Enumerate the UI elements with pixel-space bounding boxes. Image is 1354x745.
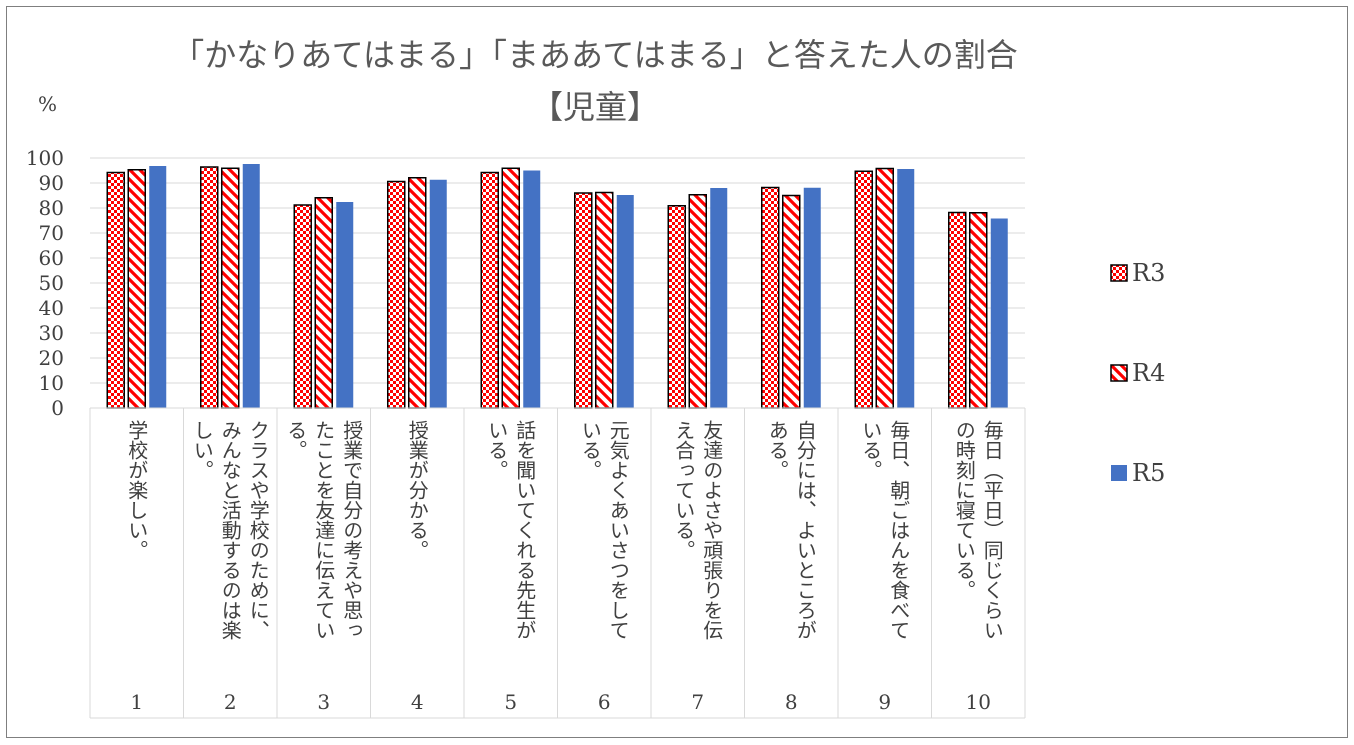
category-text-content: 毎日（平日）同じくらい の時刻に寝ている。	[952, 420, 1005, 640]
bar-R4-1	[127, 169, 146, 409]
bar-R4-9	[875, 167, 894, 409]
bar-R5-2	[242, 164, 260, 408]
bar-R5-9	[897, 169, 915, 408]
y-tick-label: 100	[26, 146, 64, 170]
legend-item-R3: R3	[1110, 258, 1165, 288]
legend-label: R4	[1132, 359, 1166, 387]
category-number: 1	[130, 690, 144, 714]
bar-R4-10	[969, 212, 988, 409]
category-number: 9	[878, 690, 892, 714]
legend-swatch	[1110, 264, 1128, 282]
bar-R5-6	[616, 195, 634, 408]
y-tick-label: 90	[39, 171, 64, 195]
bar-R4-6	[595, 191, 614, 409]
chart-frame	[6, 6, 1348, 738]
category-text: 話を聞いてくれる先生が いる。	[466, 420, 556, 690]
category-number: 6	[597, 690, 611, 714]
y-tick-label: 70	[39, 221, 64, 245]
category-number: 7	[691, 690, 705, 714]
bar-R3-6	[574, 192, 593, 409]
bar-R3-8	[761, 186, 780, 409]
bar-R3-7	[667, 205, 686, 409]
legend-item-R5: R5	[1110, 458, 1165, 488]
legend-swatch	[1110, 364, 1128, 382]
bar-R3-2	[200, 166, 219, 409]
category-text: 毎日、朝ごはんを食べて いる。	[840, 420, 930, 690]
bar-R5-8	[803, 187, 821, 408]
category-number: 5	[504, 690, 518, 714]
bar-R5-7	[710, 188, 728, 408]
category-text: 学校が楽しい。	[92, 420, 182, 690]
y-tick-label: 20	[39, 346, 64, 370]
category-text-content: 話を聞いてくれる先生が いる。	[484, 420, 537, 640]
bar-R5-3	[336, 202, 354, 408]
category-number: 4	[410, 690, 424, 714]
legend-label: R3	[1132, 259, 1166, 287]
category-text-content: 元気よくあいさつをして いる。	[578, 420, 631, 640]
legend-label: R5	[1132, 459, 1166, 487]
category-text: 友達のよさや頑張りを伝 え合っている。	[653, 420, 743, 690]
legend-item-R4: R4	[1110, 358, 1165, 388]
y-tick-label: 40	[39, 296, 64, 320]
legend-swatch	[1111, 465, 1127, 481]
category-text-content: 授業が分かる。	[405, 420, 430, 560]
category-number: 8	[784, 690, 798, 714]
category-text-content: 毎日、朝ごはんを食べて いる。	[858, 420, 911, 640]
bar-R3-9	[854, 170, 873, 409]
y-tick-label: 80	[39, 196, 64, 220]
bar-R5-4	[429, 179, 447, 408]
category-text-content: 友達のよさや頑張りを伝 え合っている。	[671, 420, 724, 640]
category-text: 授業で自分の考えや思っ たことを友達に伝えてい る。	[279, 420, 369, 690]
bar-R4-3	[314, 197, 333, 409]
bar-R5-10	[990, 218, 1008, 408]
chart-title: 「かなりあてはまる」「まああてはまる」と答えた人の割合	[172, 36, 1018, 74]
bar-R5-5	[523, 170, 541, 408]
bar-R3-4	[387, 180, 406, 409]
bar-R4-2	[221, 167, 240, 409]
y-axis-unit: %	[38, 92, 58, 116]
bar-R3-5	[480, 171, 499, 409]
bar-R3-1	[106, 171, 125, 409]
y-tick-label: 60	[39, 246, 64, 270]
bar-R3-3	[293, 204, 312, 409]
category-text: 授業が分かる。	[372, 420, 462, 690]
bar-R4-7	[688, 194, 707, 409]
category-number: 2	[223, 690, 237, 714]
bar-R4-8	[782, 194, 801, 409]
chart-subtitle: 【児童】	[530, 88, 659, 126]
category-number: 3	[317, 690, 331, 714]
category-text-content: 自分には、よいところが ある。	[765, 420, 818, 640]
category-text-content: 授業で自分の考えや思っ たことを友達に伝えてい る。	[283, 420, 364, 640]
category-text-content: 学校が楽しい。	[124, 420, 149, 560]
category-text: 毎日（平日）同じくらい の時刻に寝ている。	[933, 420, 1023, 690]
y-tick-label: 50	[39, 271, 64, 295]
y-tick-label: 0	[51, 396, 64, 420]
y-tick-label: 30	[39, 321, 64, 345]
category-text-content: クラスや学校のために、 みんなと活動するのは楽 しい。	[190, 420, 271, 640]
category-number: 10	[965, 690, 991, 714]
bar-R5-1	[149, 166, 167, 408]
category-text: 自分には、よいところが ある。	[746, 420, 836, 690]
y-tick-label: 10	[39, 371, 64, 395]
bar-R3-10	[948, 211, 967, 409]
category-text: クラスや学校のために、 みんなと活動するのは楽 しい。	[185, 420, 275, 690]
bar-R4-5	[501, 167, 520, 409]
category-text: 元気よくあいさつをして いる。	[559, 420, 649, 690]
bar-R4-4	[408, 177, 427, 409]
